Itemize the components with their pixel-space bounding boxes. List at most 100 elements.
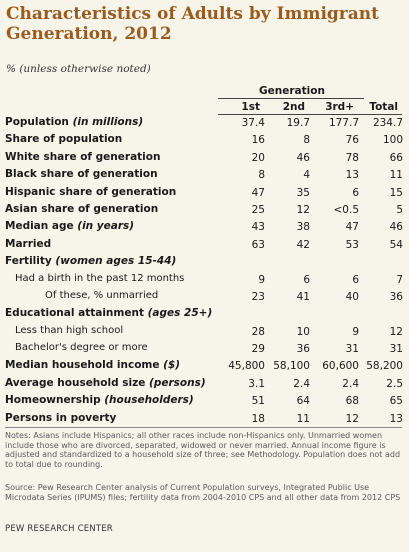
generation-rule <box>218 98 364 99</box>
cell-value: 64 <box>296 395 310 408</box>
row-label: Educational attainment (ages 25+) <box>5 307 212 319</box>
table-row: Less than high school 28 10 9 12 <box>5 324 407 341</box>
row-label: Hispanic share of generation <box>5 186 176 198</box>
table-row: Persons in poverty 18 11 12 13 <box>5 411 407 428</box>
row-label: Homeownership (householders) <box>5 394 194 406</box>
row-label: Black share of generation <box>5 168 158 180</box>
cell-value: 47 <box>251 186 265 199</box>
table-source: Source: Pew Research Center analysis of … <box>5 483 401 502</box>
cell-value: <0.5 <box>333 203 360 216</box>
table-row: Population (in millions) 37.4 19.7 177.7 234… <box>5 115 407 132</box>
row-label: Had a birth in the past 12 months <box>15 273 184 284</box>
row-label: Share of population <box>5 133 122 145</box>
cell-value: 51 <box>251 395 265 408</box>
cell-value: 5 <box>396 203 403 216</box>
cell-value: 58,200 <box>366 360 403 373</box>
table-row: Share of population 16 8 76 100 <box>5 132 407 149</box>
header-rule <box>218 114 402 115</box>
row-label-text: Educational attainment <box>5 307 148 320</box>
row-label-qualifier: (in millions) <box>72 116 144 128</box>
column-header-2nd: 2nd <box>282 101 305 113</box>
column-header-3rd: 3rd+ <box>325 101 354 113</box>
table-row: Black share of generation 8 4 13 11 <box>5 167 407 184</box>
cell-value: 6 <box>352 186 359 199</box>
cell-value: 36 <box>389 290 403 303</box>
row-label-qualifier: (in years) <box>77 220 135 233</box>
row-label-text: Homeownership <box>5 394 105 407</box>
table-row: Of these, % unmarried 23 41 40 36 <box>5 289 407 306</box>
row-label-text: Persons in poverty <box>5 411 117 424</box>
cell-value: 2.4 <box>342 377 359 390</box>
cell-value: 37.4 <box>241 117 265 129</box>
cell-value: 76 <box>345 134 359 147</box>
row-label: Persons in poverty <box>5 412 116 424</box>
cell-value: 45,800 <box>228 360 265 373</box>
row-label-text: Bachelor's degree or more <box>15 342 148 354</box>
subtitle: % (unless otherwise noted) <box>6 63 151 75</box>
row-label: White share of generation <box>5 151 160 163</box>
cell-value: 60,600 <box>322 360 359 373</box>
cell-value: 12 <box>345 412 359 425</box>
cell-value: 11 <box>296 412 310 425</box>
cell-value: 54 <box>389 238 403 251</box>
brand-label: PEW RESEARCH CENTER <box>5 524 113 534</box>
row-label: Bachelor's degree or more <box>15 342 148 353</box>
table-notes: Notes: Asians include Hispanics; all oth… <box>5 431 401 469</box>
row-label-qualifier: (ages 25+) <box>147 307 213 320</box>
cell-value: 8 <box>303 134 310 147</box>
cell-value: 65 <box>389 395 403 408</box>
cell-value: 63 <box>251 238 265 251</box>
row-label-text: Married <box>5 237 52 250</box>
row-label-text: White share of generation <box>5 150 161 163</box>
notes-divider <box>5 427 402 428</box>
column-header-1st: 1st <box>241 101 260 113</box>
cell-value: 43 <box>251 221 265 234</box>
row-label-text: Of these, % unmarried <box>45 289 159 301</box>
row-label-text: Fertility <box>5 255 56 268</box>
cell-value: 58,100 <box>273 360 310 373</box>
cell-value: 4 <box>303 169 310 182</box>
cell-value: 12 <box>389 325 403 338</box>
row-label-qualifier: (women ages 15-44) <box>55 255 177 268</box>
table-row: Fertility (women ages 15-44) <box>5 254 407 271</box>
cell-value: 12 <box>296 203 310 216</box>
cell-value: 53 <box>345 238 359 251</box>
table-row: Had a birth in the past 12 months 9 6 6 7 <box>5 272 407 289</box>
row-label-text: Population <box>5 116 73 128</box>
table-row: Bachelor's degree or more 29 36 31 31 <box>5 341 407 358</box>
cell-value: 66 <box>389 151 403 164</box>
cell-value: 18 <box>251 412 265 425</box>
cell-value: 38 <box>296 221 310 234</box>
cell-value: 2.4 <box>293 377 310 390</box>
page-title: Characteristics of Adults by Immigrant G… <box>6 4 379 44</box>
table-row: Average household size (persons) 3.1 2.4 2.… <box>5 376 407 393</box>
cell-value: 46 <box>389 221 403 234</box>
generation-header: Generation <box>259 85 325 97</box>
row-label: Married <box>5 238 51 250</box>
cell-value: 28 <box>251 325 265 338</box>
cell-value: 36 <box>296 343 310 356</box>
table-row: Median age (in years) 43 38 47 46 <box>5 219 407 236</box>
row-label-text: Hispanic share of generation <box>5 185 177 198</box>
cell-value: 3.1 <box>248 377 265 390</box>
cell-value: 31 <box>345 343 359 356</box>
data-table: Population (in millions) 37.4 19.7 177.7 234… <box>5 115 407 428</box>
cell-value: 16 <box>251 134 265 147</box>
row-label-text: Average household size <box>5 376 150 389</box>
cell-value: 7 <box>396 273 403 286</box>
table-row: Asian share of generation 25 12 <0.5 5 <box>5 202 407 219</box>
cell-value: 35 <box>296 186 310 199</box>
cell-value: 40 <box>345 290 359 303</box>
cell-value: 29 <box>251 343 265 356</box>
row-label-text: Median household income <box>5 359 164 372</box>
cell-value: 13 <box>389 412 403 425</box>
row-label-qualifier: ($) <box>163 359 181 372</box>
cell-value: 68 <box>345 395 359 408</box>
column-header-total: Total <box>369 101 398 113</box>
row-label: Fertility (women ages 15-44) <box>5 255 176 267</box>
cell-value: 6 <box>303 273 310 286</box>
cell-value: 23 <box>251 290 265 303</box>
cell-value: 8 <box>258 169 265 182</box>
cell-value: 234.7 <box>372 117 403 129</box>
cell-value: 78 <box>345 151 359 164</box>
